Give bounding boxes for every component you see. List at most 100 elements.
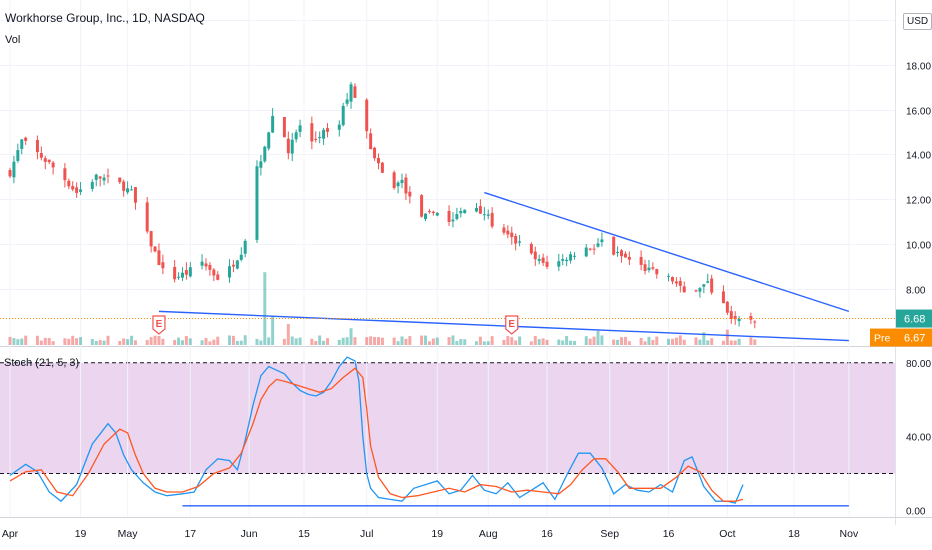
- volume-bar: [106, 335, 110, 345]
- volume-bar: [592, 336, 596, 345]
- volume-bar: [702, 332, 706, 345]
- candle-body: [231, 264, 235, 267]
- candle-body: [204, 263, 208, 267]
- volume-bar: [710, 338, 714, 345]
- candle-body: [482, 214, 486, 216]
- candle-body: [298, 125, 302, 132]
- x-tick-label: 15: [298, 528, 310, 540]
- candle-body: [239, 254, 243, 260]
- candle-body: [94, 174, 98, 180]
- volume-bar: [502, 339, 506, 345]
- candle-body: [490, 213, 494, 227]
- candle-body: [322, 129, 326, 139]
- candle-body: [212, 269, 216, 276]
- volume-bar: [271, 317, 275, 345]
- pre-price-label: 6.67: [904, 333, 925, 345]
- volume-bar: [39, 340, 43, 345]
- volume-bar: [725, 329, 729, 345]
- currency-button[interactable]: USD: [903, 13, 932, 30]
- candle-body: [79, 189, 83, 192]
- stoch-band: [0, 362, 895, 474]
- volume-bar: [94, 341, 98, 345]
- volume-bar: [459, 339, 463, 345]
- candle-body: [39, 153, 43, 158]
- volume-bar: [16, 339, 20, 345]
- volume-bar: [678, 335, 682, 345]
- candle-body: [71, 186, 75, 190]
- candle-body: [149, 231, 153, 247]
- volume-bars: [8, 272, 757, 345]
- candle-body: [102, 177, 106, 181]
- x-tick-label: May: [118, 528, 139, 540]
- volume-bar: [122, 338, 126, 345]
- volume-indicator-label[interactable]: Vol: [5, 34, 21, 46]
- candle-body: [682, 286, 686, 293]
- earnings-marker[interactable]: E: [152, 315, 166, 335]
- candle-body: [345, 99, 349, 104]
- volume-bar: [180, 340, 184, 345]
- volume-bar: [310, 338, 314, 345]
- candle-body: [188, 267, 192, 277]
- candle-body: [459, 210, 463, 214]
- volume-bar: [204, 337, 208, 345]
- candle-body: [678, 280, 682, 286]
- volume-bar: [541, 338, 545, 345]
- y-tick-label: 10.00: [906, 241, 931, 252]
- volume-bar: [231, 335, 235, 345]
- volume-bar: [670, 338, 674, 345]
- stoch-line-d: [9, 367, 744, 502]
- volume-bar: [263, 272, 267, 345]
- x-tick-label: Sep: [600, 528, 619, 540]
- candle-body: [710, 278, 714, 293]
- candle-body: [537, 259, 541, 261]
- volume-bar: [557, 339, 561, 345]
- candle-body: [290, 139, 294, 154]
- x-tick-label: Nov: [840, 528, 859, 540]
- candle-body: [616, 251, 620, 253]
- volume-bar: [290, 336, 294, 345]
- stoch-indicator-label[interactable]: Stoch (21, 5, 3): [4, 357, 80, 369]
- candle-body: [126, 188, 130, 193]
- candle-body: [506, 230, 510, 235]
- x-tick-label: Jun: [241, 528, 258, 540]
- candle-body: [184, 270, 188, 275]
- earnings-marker[interactable]: E: [505, 315, 519, 335]
- candle-body: [145, 202, 149, 232]
- pre-price-badge: [896, 328, 932, 347]
- volume-bar: [698, 339, 702, 345]
- volume-bar: [620, 337, 624, 345]
- candle-body: [670, 277, 674, 282]
- volume-bar: [216, 336, 220, 345]
- volume-bar: [12, 338, 16, 345]
- volume-bar: [478, 336, 482, 345]
- volume-bar: [255, 338, 259, 345]
- stoch-y-tick-label: 80.00: [906, 359, 931, 370]
- candle-body: [721, 291, 725, 304]
- candle-body: [130, 189, 134, 191]
- candle-body: [376, 157, 380, 164]
- volume-bar: [729, 340, 733, 345]
- x-tick-label: 16: [663, 528, 675, 540]
- volume-bar: [435, 337, 439, 345]
- candle-body: [106, 175, 110, 177]
- volume-bar: [212, 339, 216, 345]
- volume-bar: [561, 340, 565, 345]
- volume-bar: [208, 341, 212, 345]
- x-tick-label: Oct: [719, 528, 735, 540]
- candle-body: [737, 318, 741, 322]
- candle-body: [310, 123, 314, 142]
- volume-bar: [706, 340, 710, 345]
- earnings-icon-glyph: E: [156, 319, 163, 330]
- candle-body: [486, 214, 490, 216]
- candle-body: [451, 219, 455, 222]
- candle-body: [16, 150, 20, 161]
- candle-body: [369, 133, 373, 150]
- volume-bar: [318, 335, 322, 345]
- volume-bar: [67, 338, 71, 345]
- y-tick-label: 8.00: [906, 286, 926, 297]
- candle-body: [408, 191, 412, 197]
- x-tick-label: Apr: [2, 528, 19, 540]
- volume-bar: [365, 337, 369, 345]
- candle-body: [12, 161, 16, 178]
